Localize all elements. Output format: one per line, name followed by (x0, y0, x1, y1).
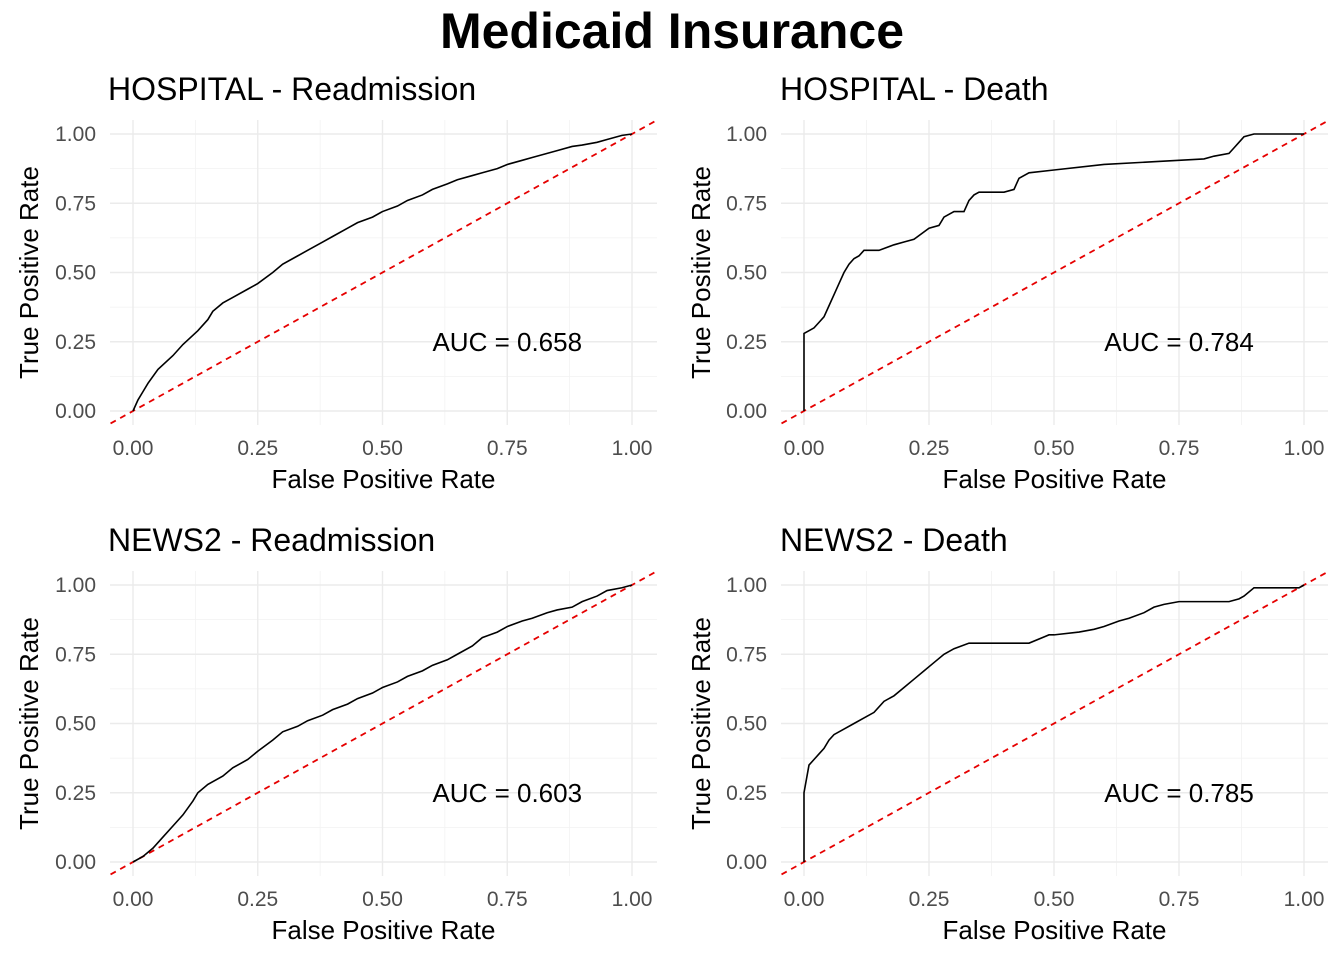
y-tick-label: 0.75 (726, 192, 767, 215)
y-tick-label: 0.50 (55, 713, 96, 736)
x-tick-label: 0.50 (362, 437, 403, 460)
x-tick-label: 0.25 (909, 437, 950, 460)
y-axis-label: True Positive Rate (14, 166, 44, 379)
reference-diagonal-line (781, 571, 1327, 876)
x-tick-label: 0.00 (784, 437, 825, 460)
y-tick-label: 0.00 (726, 400, 767, 423)
panel-title: HOSPITAL - Readmission (108, 71, 476, 107)
auc-annotation: AUC = 0.603 (432, 778, 582, 808)
x-axis-label: False Positive Rate (943, 464, 1167, 494)
y-tick-label: 0.75 (55, 643, 96, 666)
y-tick-label: 0.25 (55, 782, 96, 805)
figure-title: Medicaid Insurance (439, 3, 905, 59)
y-tick-label: 0.50 (726, 713, 767, 736)
x-tick-label: 0.00 (113, 437, 154, 460)
x-tick-label: 0.75 (487, 888, 528, 911)
x-tick-label: 0.00 (784, 888, 825, 911)
roc-curve (132, 584, 633, 863)
x-axis-label: False Positive Rate (272, 464, 496, 494)
y-tick-label: 0.00 (55, 400, 96, 423)
y-tick-label: 0.75 (726, 643, 767, 666)
x-tick-label: 0.50 (362, 888, 403, 911)
x-tick-label: 0.00 (113, 888, 154, 911)
x-tick-label: 0.25 (237, 888, 278, 911)
y-tick-label: 1.00 (726, 574, 767, 597)
x-tick-label: 1.00 (1284, 888, 1325, 911)
auc-annotation: AUC = 0.785 (1104, 778, 1254, 808)
y-tick-label: 0.75 (55, 192, 96, 215)
y-axis-label: True Positive Rate (686, 617, 716, 830)
y-axis-label: True Positive Rate (686, 166, 716, 379)
x-tick-label: 0.50 (1034, 888, 1075, 911)
x-axis-label: False Positive Rate (272, 915, 496, 945)
y-tick-label: 1.00 (726, 123, 767, 146)
panel-title: HOSPITAL - Death (780, 71, 1049, 107)
y-tick-label: 0.50 (726, 262, 767, 285)
x-tick-label: 0.25 (237, 437, 278, 460)
x-tick-label: 0.25 (909, 888, 950, 911)
roc-curve (803, 133, 1304, 411)
panel-title: NEWS2 - Readmission (108, 522, 435, 558)
y-tick-label: 0.00 (55, 851, 96, 874)
auc-annotation: AUC = 0.784 (1104, 327, 1254, 357)
y-tick-label: 1.00 (55, 574, 96, 597)
reference-diagonal-line (110, 120, 655, 425)
x-axis-label: False Positive Rate (943, 915, 1167, 945)
roc-panel: 0.00 0.25 0.50 0.75 1.00 0.00 0.25 0.50 0.75 1.00… (14, 71, 657, 494)
panel-title: NEWS2 - Death (780, 522, 1008, 558)
y-tick-label: 0.50 (55, 262, 96, 285)
y-tick-label: 0.00 (726, 851, 767, 874)
x-tick-label: 1.00 (612, 437, 653, 460)
x-tick-label: 0.50 (1034, 437, 1075, 460)
y-tick-label: 0.25 (726, 782, 767, 805)
roc-curve (132, 133, 633, 412)
x-tick-label: 1.00 (612, 888, 653, 911)
roc-panel: 0.00 0.25 0.50 0.75 1.00 0.00 0.25 0.50 0.75 1.00… (686, 522, 1328, 945)
reference-diagonal-line (110, 571, 655, 876)
y-tick-label: 0.25 (55, 331, 96, 354)
roc-panel: 0.00 0.25 0.50 0.75 1.00 0.00 0.25 0.50 0.75 1.00… (14, 522, 657, 945)
x-tick-label: 1.00 (1284, 437, 1325, 460)
x-tick-label: 0.75 (487, 437, 528, 460)
auc-annotation: AUC = 0.658 (432, 327, 582, 357)
y-tick-label: 1.00 (55, 123, 96, 146)
roc-panel: 0.00 0.25 0.50 0.75 1.00 0.00 0.25 0.50 0.75 1.00… (686, 71, 1328, 494)
reference-diagonal-line (781, 120, 1327, 425)
roc-curve (803, 584, 1305, 862)
x-tick-label: 0.75 (1159, 888, 1200, 911)
x-tick-label: 0.75 (1159, 437, 1200, 460)
y-tick-label: 0.25 (726, 331, 767, 354)
y-axis-label: True Positive Rate (14, 617, 44, 830)
